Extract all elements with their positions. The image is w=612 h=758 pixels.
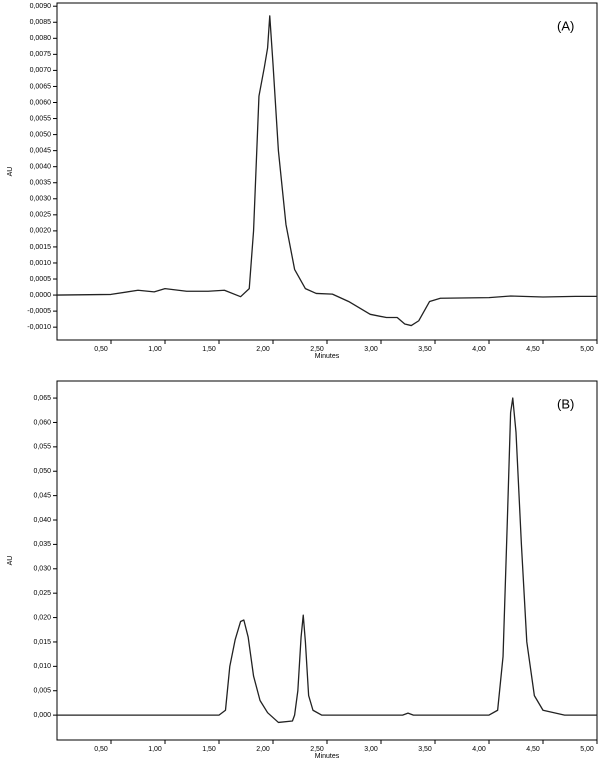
annotation: (A): [557, 18, 574, 33]
y-tick-label: 0,0005: [30, 276, 52, 283]
y-tick-label: 0,0010: [30, 260, 52, 267]
y-tick-label: 0,065: [33, 395, 51, 402]
y-tick-label: 0,020: [33, 614, 51, 621]
y-tick-label: 0,060: [33, 419, 51, 426]
y-tick-label: 0,0065: [30, 83, 52, 90]
x-tick-label: 1,00: [148, 746, 162, 753]
y-tick-label: 0,030: [33, 566, 51, 573]
x-tick-label: 4,50: [526, 346, 540, 353]
y-tick-label: 0,0085: [30, 19, 52, 26]
y-tick-label: 0,0040: [30, 164, 52, 171]
x-tick-label: 1,50: [202, 746, 216, 753]
x-tick-label: 0,50: [94, 746, 108, 753]
x-axis-label: Minutes: [315, 753, 340, 758]
y-tick-label: 0,050: [33, 468, 51, 475]
x-tick-label: 4,00: [472, 346, 486, 353]
x-tick-label: 4,00: [472, 746, 486, 753]
y-axis-label: AU: [7, 167, 14, 177]
x-tick-label: 2,50: [310, 346, 324, 353]
x-tick-label: 2,00: [256, 346, 270, 353]
y-tick-label: 0,0080: [30, 35, 52, 42]
y-tick-label: 0,0090: [30, 3, 52, 10]
y-tick-label: 0,0015: [30, 244, 52, 251]
x-tick-label: 2,50: [310, 746, 324, 753]
y-tick-label: 0,045: [33, 492, 51, 499]
x-tick-label: 3,00: [364, 746, 378, 753]
y-tick-label: 0,040: [33, 517, 51, 524]
x-tick-label: 3,50: [418, 346, 432, 353]
y-tick-label: 0,0055: [30, 115, 52, 122]
y-tick-label: 0,025: [33, 590, 51, 597]
y-tick-label: 0,055: [33, 444, 51, 451]
y-tick-label: -0,0005: [27, 308, 51, 315]
y-tick-label: 0,0070: [30, 67, 52, 74]
y-axis-label: AU: [7, 556, 14, 566]
annotation: (B): [557, 396, 574, 411]
x-tick-label: 0,50: [94, 346, 108, 353]
x-tick-label: 2,00: [256, 746, 270, 753]
y-tick-label: 0,0025: [30, 212, 52, 219]
y-tick-label: 0,0075: [30, 51, 52, 58]
y-tick-label: -0,0010: [27, 324, 51, 331]
chromatogram-line: [57, 397, 597, 724]
y-tick-label: 0,0050: [30, 131, 52, 138]
y-tick-label: 0,005: [33, 688, 51, 695]
chromatogram-line: [56, 15, 597, 327]
y-tick-label: 0,0020: [30, 228, 52, 235]
plot-frame: [56, 2, 598, 341]
y-tick-label: 0,0045: [30, 147, 52, 154]
x-tick-label: 5,00: [580, 346, 594, 353]
y-tick-label: 0,010: [33, 663, 51, 670]
y-tick-label: 0,0035: [30, 180, 52, 187]
x-tick-label: 1,50: [202, 346, 216, 353]
y-tick-label: 0,035: [33, 541, 51, 548]
y-tick-label: 0,0060: [30, 99, 52, 106]
y-tick-label: 0,000: [33, 712, 51, 719]
y-tick-label: 0,015: [33, 639, 51, 646]
y-tick-label: 0,0000: [30, 292, 52, 299]
x-axis-label: Minutes: [315, 353, 340, 360]
y-tick-label: 0,0030: [30, 196, 52, 203]
x-tick-label: 5,00: [580, 746, 594, 753]
x-tick-label: 3,50: [418, 746, 432, 753]
x-tick-label: 4,50: [526, 746, 540, 753]
x-tick-label: 3,00: [364, 346, 378, 353]
x-tick-label: 1,00: [148, 346, 162, 353]
